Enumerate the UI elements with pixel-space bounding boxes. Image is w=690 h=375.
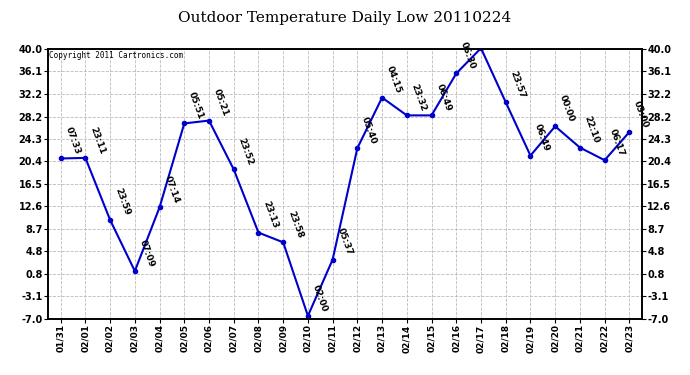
Text: 07:09: 07:09 <box>137 238 156 268</box>
Text: 02:00: 02:00 <box>310 284 329 313</box>
Text: 23:57: 23:57 <box>509 69 526 99</box>
Text: 03:00: 03:00 <box>632 100 650 129</box>
Text: 00:00: 00:00 <box>558 94 576 123</box>
Text: Outdoor Temperature Daily Low 20110224: Outdoor Temperature Daily Low 20110224 <box>179 11 511 25</box>
Text: 05:51: 05:51 <box>187 91 205 121</box>
Text: 04:15: 04:15 <box>385 65 403 95</box>
Text: 22:10: 22:10 <box>582 115 601 145</box>
Text: 23:52: 23:52 <box>237 136 255 166</box>
Text: 06:49: 06:49 <box>533 123 551 153</box>
Text: 07:14: 07:14 <box>162 174 181 204</box>
Text: 23:11: 23:11 <box>88 125 106 155</box>
Text: 06:30: 06:30 <box>459 41 477 70</box>
Text: 07:33: 07:33 <box>63 126 81 156</box>
Text: 00:37: 00:37 <box>0 374 1 375</box>
Text: 05:21: 05:21 <box>212 88 230 118</box>
Text: 06:49: 06:49 <box>434 82 453 112</box>
Text: 23:58: 23:58 <box>286 210 304 240</box>
Text: 06:17: 06:17 <box>607 128 626 158</box>
Text: Copyright 2011 Cartronics.com: Copyright 2011 Cartronics.com <box>50 51 184 60</box>
Text: 23:59: 23:59 <box>113 187 131 217</box>
Text: 23:32: 23:32 <box>410 82 428 112</box>
Text: 05:37: 05:37 <box>335 227 354 257</box>
Text: 23:13: 23:13 <box>262 200 279 230</box>
Text: 05:40: 05:40 <box>360 116 378 146</box>
